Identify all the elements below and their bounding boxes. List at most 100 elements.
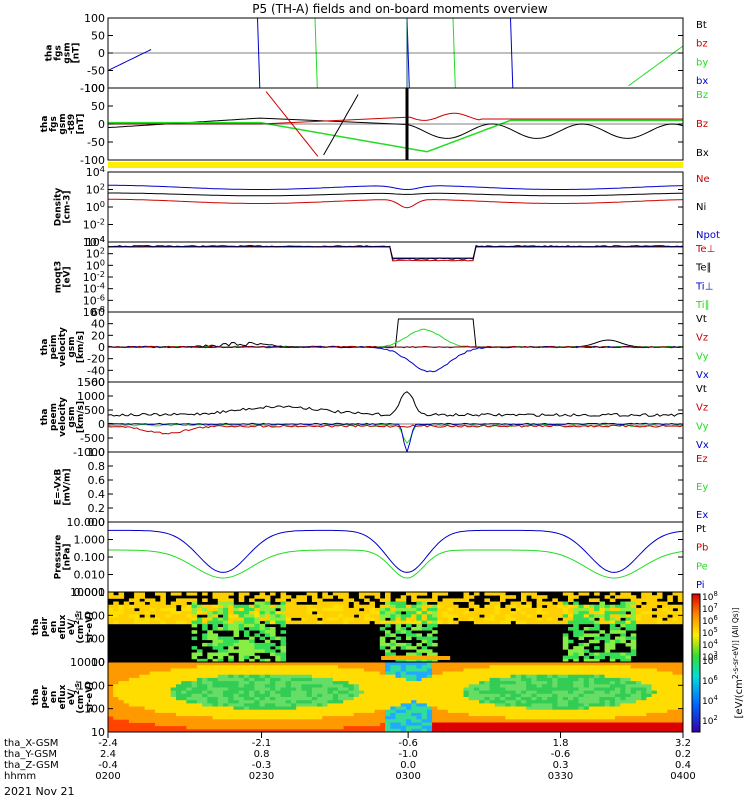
y-tick-label: 104: [86, 234, 105, 249]
heatmap-cell: [651, 662, 658, 666]
heatmap-cell: [536, 607, 543, 612]
heatmap-cell: [426, 728, 433, 732]
heatmap-cell: [526, 706, 532, 711]
heatmap-cell: [233, 614, 240, 618]
heatmap-cell: [212, 706, 219, 711]
heatmap-cell: [139, 592, 145, 596]
heatmap-cell: [128, 719, 135, 723]
heatmap-cell: [139, 703, 145, 707]
heatmap-cell: [311, 697, 318, 701]
heatmap-cell: [385, 595, 391, 599]
heatmap-cell: [196, 700, 203, 704]
heatmap-cell: [144, 703, 151, 707]
heatmap-cell: [526, 604, 532, 609]
heatmap-cell: [547, 687, 553, 692]
heatmap-cell: [515, 722, 522, 727]
y-axis-label-line: [nT]: [76, 114, 86, 135]
heatmap-cell: [249, 703, 255, 707]
heatmap-cell: [134, 690, 140, 695]
heatmap-cell: [573, 706, 579, 711]
heatmap-cell: [144, 697, 151, 701]
y-axis-label-line: peim: [49, 334, 59, 359]
heatmap-cell: [641, 677, 647, 682]
heatmap-cell: [275, 706, 281, 711]
y-axis-label-line: moqt3: [54, 261, 64, 294]
heatmap-cell: [186, 617, 192, 622]
heatmap-cell: [196, 681, 203, 685]
heatmap-cell: [463, 668, 470, 672]
heatmap-cell: [489, 706, 496, 711]
heatmap-cell: [170, 611, 177, 615]
heatmap-cell: [615, 665, 621, 669]
heatmap-cell: [395, 697, 402, 701]
heatmap-cell: [186, 614, 192, 618]
heatmap-cell: [484, 706, 490, 711]
heatmap-cell: [259, 716, 266, 720]
heatmap-cell: [547, 665, 553, 669]
heatmap-cell: [426, 620, 433, 625]
heatmap-cell: [515, 690, 522, 695]
heatmap-cell: [662, 671, 668, 676]
heatmap-cell: [317, 703, 323, 707]
heatmap-cell: [604, 677, 611, 682]
heatmap-cell: [275, 671, 281, 676]
heatmap-cell: [432, 595, 438, 599]
heatmap-cell: [390, 706, 396, 711]
heatmap-cell: [270, 665, 276, 669]
heatmap-cell: [416, 700, 422, 704]
heatmap-cell: [604, 687, 611, 692]
heatmap-cell: [390, 665, 396, 669]
heatmap-cell: [453, 712, 459, 717]
heatmap-cell: [515, 681, 522, 685]
heatmap-cell: [625, 681, 632, 685]
heatmap-cell: [176, 620, 182, 625]
heatmap-cell: [505, 693, 511, 698]
heatmap-cell: [463, 662, 470, 666]
heatmap-cell: [453, 604, 459, 609]
heatmap-cell: [531, 684, 537, 688]
heatmap-cell: [562, 684, 569, 688]
heatmap-cell: [280, 595, 287, 599]
heatmap-cell: [207, 716, 213, 720]
heatmap-cell: [578, 684, 585, 688]
heatmap-cell: [662, 681, 668, 685]
heatmap-cell: [515, 712, 522, 717]
heatmap-cell: [630, 639, 637, 644]
heatmap-cell: [594, 706, 600, 711]
heatmap-cell: [249, 671, 255, 676]
heatmap-cell: [322, 614, 328, 618]
heatmap-cell: [155, 697, 161, 701]
heatmap-cell: [568, 639, 574, 644]
heatmap-cell: [202, 722, 208, 727]
heatmap-cell: [426, 636, 433, 641]
heatmap-cell: [165, 693, 172, 698]
heatmap-cell: [191, 709, 198, 714]
y-axis-label-line: eflux: [58, 614, 68, 639]
heatmap-cell: [327, 684, 334, 688]
heatmap-cell: [479, 662, 485, 666]
heatmap-cell: [656, 665, 663, 669]
heatmap-cell: [181, 716, 187, 720]
heatmap-cell: [437, 604, 443, 609]
heatmap-cell: [191, 630, 198, 634]
heatmap-cell: [202, 681, 208, 685]
heatmap-cell: [176, 700, 182, 704]
heatmap-cell: [191, 690, 198, 695]
heatmap-cell: [264, 617, 271, 622]
heatmap-cell: [515, 677, 522, 682]
heatmap-cell: [599, 706, 605, 711]
heatmap-cell: [541, 725, 548, 730]
heatmap-cell: [369, 697, 375, 701]
heatmap-cell: [338, 725, 344, 730]
heatmap-cell: [573, 665, 579, 669]
heatmap-cell: [646, 614, 652, 618]
heatmap-cell: [426, 687, 433, 692]
heatmap-cell: [160, 617, 166, 622]
heatmap-cell: [212, 646, 219, 650]
heatmap-cell: [625, 636, 632, 641]
heatmap-cell: [573, 697, 579, 701]
heatmap-cell: [526, 697, 532, 701]
heatmap-cell: [196, 617, 203, 622]
heatmap-cell: [573, 728, 579, 732]
heatmap-cell: [149, 690, 156, 695]
